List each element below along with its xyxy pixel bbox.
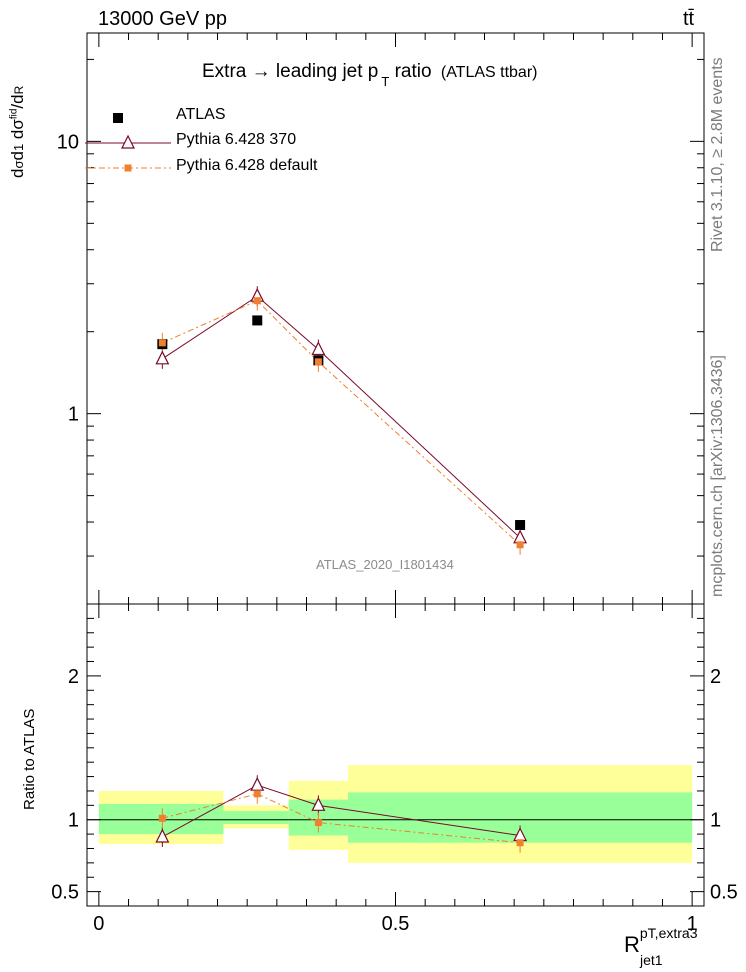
main-y-tick-label: 1 xyxy=(68,404,79,426)
energy-label: 13000 GeV pp xyxy=(98,8,227,30)
x-axis-label-main: R xyxy=(624,932,640,957)
ratio-series-line-1 xyxy=(162,793,521,844)
ratio-series-line-0 xyxy=(162,784,521,838)
ratio-series-point-1-0 xyxy=(158,814,166,822)
x-axis-label: RpT,extra3 jet1 xyxy=(624,925,697,968)
ratio-series-point-0-2 xyxy=(311,796,326,811)
x-tick-label: 1 xyxy=(687,913,698,935)
axis-text: 1 10 0.5 0.5 1 1 2 2 0 0.5 1 xyxy=(51,131,738,935)
ratio-y-tick-label-left: 2 xyxy=(68,666,79,688)
legend-marker-pythia-370 xyxy=(121,134,135,149)
legend-entry-pythia-370: Pythia 6.428 370 xyxy=(176,131,297,148)
main-series-point-0-1 xyxy=(252,315,263,326)
ratio-series-point-0-0 xyxy=(155,828,170,843)
ratio-y-tick-label-left: 0.5 xyxy=(51,882,79,904)
ratio-y-tick-label-right: 2 xyxy=(710,666,721,688)
main-series-point-2-1 xyxy=(253,297,261,305)
x-tick-label: 0.5 xyxy=(382,913,410,935)
ratio-y-tick-label-right: 0.5 xyxy=(710,882,738,904)
process-label: tt̄ xyxy=(683,8,695,30)
ratio-series-point-1-1 xyxy=(253,790,261,798)
ratio-y-tick-label-left: 1 xyxy=(68,810,79,832)
x-axis-label-sub: jet1 xyxy=(640,952,663,968)
main-series-point-2-3 xyxy=(516,541,524,549)
main-y-tick-label: 10 xyxy=(57,131,79,153)
legend-entry-atlas: ATLAS xyxy=(176,106,226,123)
ratio-y-tick-label-right: 1 xyxy=(710,810,721,832)
legend-entry-pythia-default: Pythia 6.428 default xyxy=(176,157,318,174)
rivet-side-label: Rivet 3.1.10, ≥ 2.8M events xyxy=(709,57,726,252)
ratio-series-point-1-2 xyxy=(314,819,322,827)
x-axis-label-sup: pT,extra3 xyxy=(639,925,698,941)
x-tick-label: 0 xyxy=(93,913,104,935)
main-title-text: Extra → leading jet p xyxy=(202,61,379,82)
main-series-point-1-3 xyxy=(513,529,528,544)
data-markers xyxy=(85,113,528,847)
ratio-y-axis-label: Ratio to ATLAS xyxy=(21,708,38,810)
main-y-axis-label: dσd1 dσfid/dR xyxy=(8,85,27,178)
axis-ticks xyxy=(87,33,704,906)
main-title-tail: ratio xyxy=(389,61,432,82)
legend-marker-pythia-default xyxy=(124,164,132,172)
legend-marker-atlas xyxy=(113,113,123,123)
main-series-point-2-2 xyxy=(314,358,322,366)
main-series-point-2-0 xyxy=(158,339,166,347)
ratio-series-point-1-3 xyxy=(516,839,524,847)
ratio-series-point-0-1 xyxy=(250,776,265,791)
main-title-subscript: T xyxy=(381,74,390,89)
main-series-point-0-3 xyxy=(515,520,526,531)
ratio-band-inner-1 xyxy=(223,811,289,825)
main-series-line-1 xyxy=(162,295,521,539)
main-title-note: (ATLAS ttbar) xyxy=(440,64,538,81)
mcplots-side-label: mcplots.cern.ch [arXiv:1306.3436] xyxy=(709,355,726,597)
main-series-line-2 xyxy=(162,300,521,546)
main-series-point-1-2 xyxy=(311,341,326,356)
analysis-watermark: ATLAS_2020_I1801434 xyxy=(316,557,454,572)
main-series-point-1-0 xyxy=(155,350,170,365)
